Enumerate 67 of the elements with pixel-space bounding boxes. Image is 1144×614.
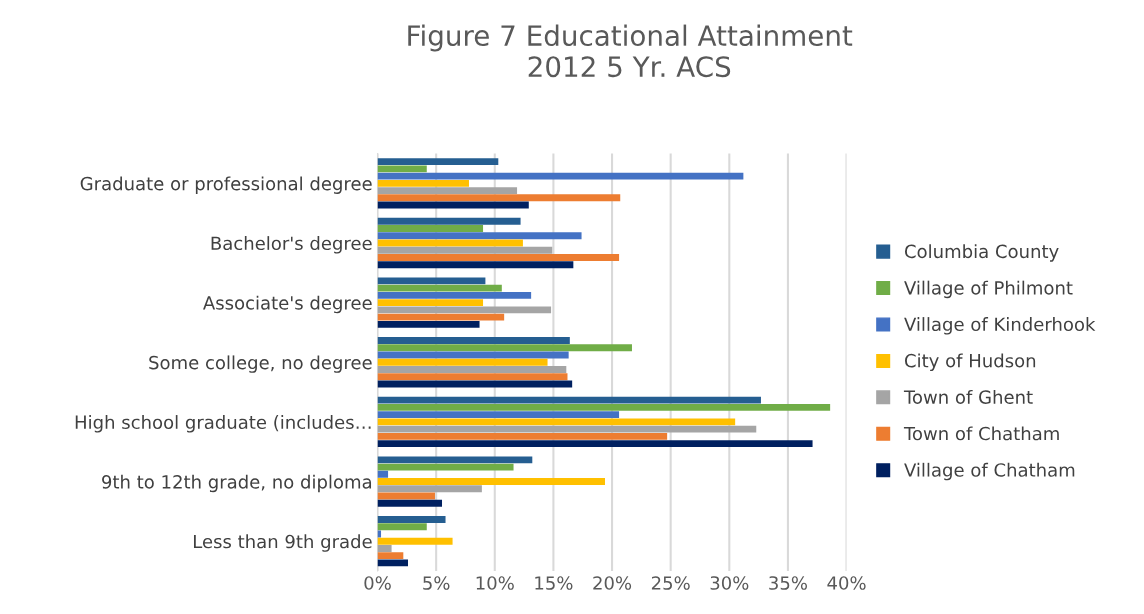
bar [377, 552, 404, 560]
bar [377, 158, 499, 166]
legend-label: Town of Ghent [903, 389, 1033, 404]
x-tick-label: 20% [593, 576, 632, 590]
bar [377, 344, 632, 352]
bar [377, 232, 582, 240]
legend-label: City of Hudson [904, 353, 1036, 371]
legend-label: Village of Kinderhook [904, 317, 1096, 335]
bar [377, 523, 427, 531]
legend-label: Columbia County [904, 244, 1059, 262]
x-tick-label: 40% [827, 576, 866, 590]
bar [377, 172, 744, 180]
chart-title: Figure 7 Educational Attainment 2012 5 Yr. ACS [408, 24, 853, 78]
bar [377, 179, 469, 187]
bar [377, 277, 486, 285]
bar [377, 246, 553, 254]
bar [377, 418, 736, 426]
bar [377, 470, 389, 478]
y-tick-label: 9th to 12th grade, no diploma [102, 474, 372, 493]
bar [377, 456, 533, 464]
x-tick-label: 5% [423, 576, 450, 590]
legend-label: Village of Philmont [904, 280, 1073, 299]
bar [377, 485, 482, 493]
bar [377, 559, 409, 567]
bar [377, 545, 392, 552]
bar [377, 463, 514, 471]
y-tick-label: High school graduate (includes… [75, 415, 371, 433]
y-tick-label: Bachelor's degree [211, 236, 372, 254]
y-tick-label: Some college, no degree [149, 355, 372, 373]
bar [377, 516, 446, 523]
bar [377, 320, 480, 328]
bar [377, 373, 568, 381]
bar [377, 225, 484, 232]
x-tick-label: 30% [710, 576, 749, 590]
bar [377, 425, 757, 433]
bar [377, 440, 813, 448]
bar [377, 313, 505, 321]
y-tick-label: Associate's degree [203, 295, 372, 314]
legend-label: Town of Chatham [903, 426, 1059, 441]
bar [377, 478, 605, 485]
x-tick-label: 35% [769, 576, 807, 590]
bar [377, 537, 453, 545]
x-tick-label: 10% [476, 576, 514, 590]
x-tick-label: 0% [364, 576, 391, 590]
bar [377, 403, 831, 411]
bar [377, 284, 502, 292]
legend-label: Village of Chatham [904, 462, 1075, 481]
x-tick-label: 25% [651, 576, 690, 590]
bar [377, 254, 620, 261]
bar [377, 499, 443, 507]
bar [377, 337, 570, 344]
y-tick-label: Less than 9th grade [193, 534, 372, 552]
bar [377, 411, 620, 419]
bar [377, 299, 484, 307]
y-tick-label: Graduate or professional degree [80, 176, 372, 194]
bar [377, 396, 761, 404]
bar [377, 432, 668, 440]
bar [377, 217, 521, 225]
bar [377, 358, 548, 366]
x-tick-label: 15% [535, 576, 573, 590]
bar [377, 261, 574, 269]
bar [377, 194, 621, 202]
bar [377, 187, 518, 195]
bar [377, 291, 532, 299]
bar [377, 306, 552, 314]
bar [377, 366, 567, 373]
bar [377, 165, 427, 173]
